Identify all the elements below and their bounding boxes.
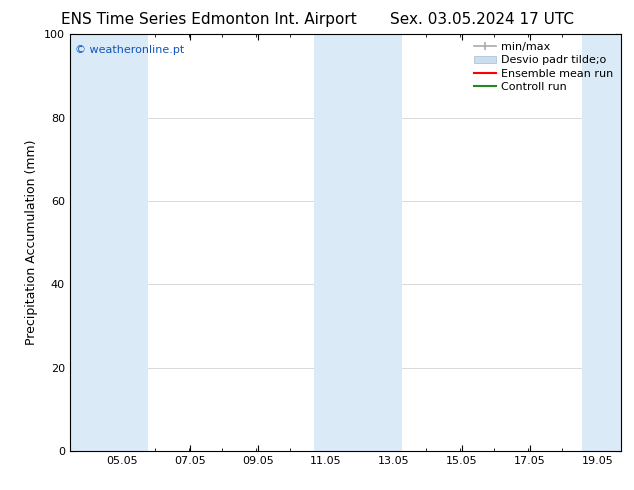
Y-axis label: Precipitation Accumulation (mm): Precipitation Accumulation (mm) — [25, 140, 38, 345]
Legend: min/max, Desvio padr tilde;o, Ensemble mean run, Controll run: min/max, Desvio padr tilde;o, Ensemble m… — [469, 38, 618, 97]
Bar — [582, 34, 621, 451]
Text: ENS Time Series Edmonton Int. Airport: ENS Time Series Edmonton Int. Airport — [61, 12, 357, 27]
Bar — [314, 34, 403, 451]
Text: © weatheronline.pt: © weatheronline.pt — [75, 45, 184, 55]
Bar — [70, 34, 148, 451]
Text: Sex. 03.05.2024 17 UTC: Sex. 03.05.2024 17 UTC — [390, 12, 574, 27]
